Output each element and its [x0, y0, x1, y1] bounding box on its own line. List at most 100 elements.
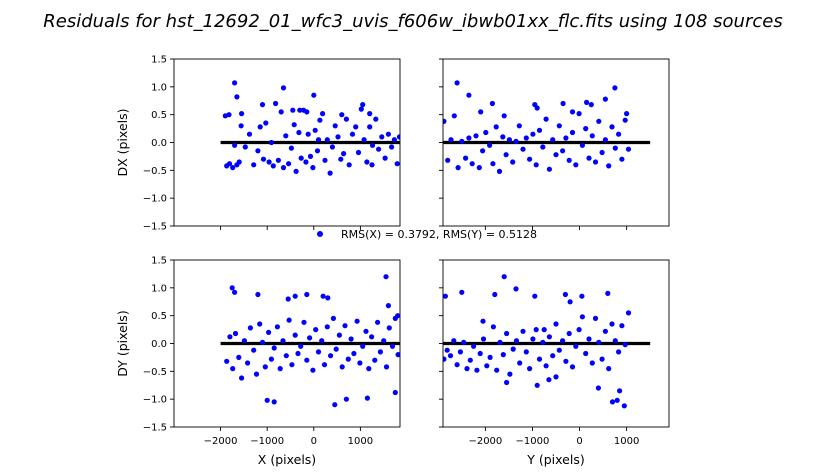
data-point	[622, 342, 628, 348]
data-point	[599, 149, 605, 156]
data-point	[586, 155, 592, 161]
data-point	[288, 145, 294, 151]
data-point	[550, 353, 556, 359]
data-point	[379, 134, 385, 140]
data-point	[230, 366, 236, 372]
data-point	[589, 133, 595, 139]
data-point	[589, 360, 595, 366]
data-points	[222, 80, 400, 176]
data-point	[385, 131, 391, 137]
data-point	[301, 319, 307, 325]
data-point	[444, 347, 450, 353]
data-point	[324, 324, 330, 330]
data-point	[443, 356, 447, 362]
data-point	[363, 328, 369, 334]
data-point	[274, 324, 280, 330]
data-point	[285, 296, 291, 302]
x-tick-label: 0	[576, 436, 582, 447]
x-tick-label: −1000	[516, 436, 550, 447]
data-point	[534, 382, 540, 388]
data-point	[541, 327, 547, 333]
data-point	[448, 137, 454, 143]
data-point	[550, 137, 556, 143]
data-point	[389, 343, 396, 349]
data-point	[355, 149, 362, 156]
data-point	[596, 118, 602, 124]
data-point	[546, 334, 553, 340]
data-point	[232, 80, 238, 86]
data-point	[527, 156, 533, 162]
x-tick-label: 1000	[614, 436, 639, 447]
data-point	[454, 80, 460, 86]
data-point	[291, 122, 297, 128]
data-point	[311, 92, 317, 98]
data-point	[443, 118, 447, 124]
data-point	[534, 105, 540, 111]
data-point	[394, 161, 400, 167]
data-point	[247, 325, 253, 331]
data-point	[507, 371, 513, 377]
data-point	[566, 330, 572, 337]
data-point	[369, 162, 375, 168]
data-point	[451, 113, 457, 119]
data-point	[255, 291, 261, 298]
data-point	[358, 106, 364, 112]
data-point	[609, 321, 615, 327]
data-point	[324, 137, 330, 143]
data-point	[619, 156, 625, 162]
panel-dy-vs-x: −2000 −1000 0 1000 −1.5 −1.0 −0.5 0.0 0.5 1.0 1.5 X…	[115, 256, 401, 467]
data-point	[313, 327, 319, 333]
figure-title: Residuals for hst_12692_01_wfc3_uvis_f60…	[43, 11, 782, 32]
data-point	[304, 291, 310, 298]
data-point	[367, 124, 373, 130]
data-point	[304, 109, 310, 115]
data-point	[467, 357, 473, 363]
data-point	[383, 364, 390, 370]
data-point	[586, 336, 592, 342]
data-points	[443, 274, 632, 409]
x-tick-label: −2000	[468, 436, 502, 447]
data-point	[616, 349, 622, 355]
data-point	[369, 334, 375, 340]
panel-dx-vs-y	[439, 58, 670, 230]
legend-marker	[317, 231, 323, 237]
data-point	[612, 145, 618, 151]
data-point	[484, 363, 490, 369]
data-point	[364, 159, 370, 165]
data-point	[471, 343, 477, 349]
data-point	[346, 162, 352, 168]
data-point	[592, 159, 599, 165]
y-tick-label: −1.0	[143, 395, 167, 406]
data-point	[257, 321, 263, 327]
data-point	[392, 389, 398, 396]
data-point	[523, 349, 529, 355]
data-points	[443, 80, 632, 174]
data-point	[583, 126, 589, 132]
data-point	[493, 124, 499, 130]
y-tick-label: −1.5	[143, 423, 167, 434]
data-point	[307, 335, 313, 341]
data-point	[321, 362, 328, 368]
data-point	[286, 317, 292, 323]
data-point	[546, 377, 552, 383]
data-point	[241, 338, 247, 344]
data-point	[280, 338, 286, 344]
data-point	[560, 338, 566, 344]
data-point	[275, 157, 281, 163]
data-point	[343, 116, 349, 122]
data-point	[612, 338, 618, 344]
data-point	[317, 117, 323, 123]
data-point	[617, 388, 623, 394]
data-point	[447, 353, 454, 359]
data-point	[297, 107, 303, 113]
data-point	[540, 144, 546, 150]
data-point	[530, 131, 536, 137]
y-tick-label: 0.5	[151, 311, 167, 322]
data-point	[553, 374, 559, 380]
x-tick-label: −1000	[250, 436, 284, 447]
data-point	[566, 157, 572, 163]
data-point	[621, 403, 627, 409]
panel-dx-vs-x: −1.5 −1.0 −0.5 0.0 0.5 1.0 1.5 DX (pixels)	[115, 55, 401, 233]
y-tick-label: 1.5	[151, 256, 167, 267]
data-point	[562, 291, 569, 298]
